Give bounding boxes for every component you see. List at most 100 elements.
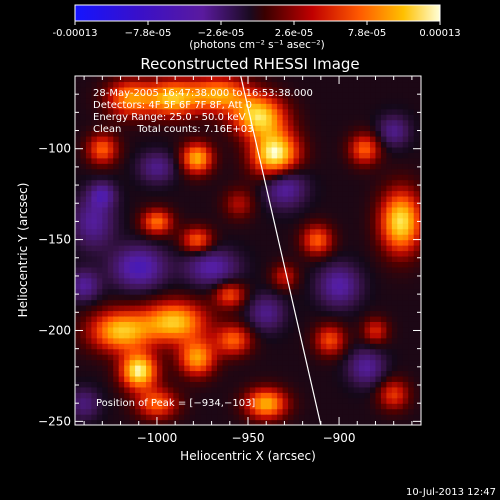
heatmap-cell [135, 239, 142, 246]
heatmap-cell [364, 174, 371, 181]
heatmap-cell [304, 130, 311, 137]
heatmap-cell [380, 294, 387, 301]
heatmap-cell [260, 392, 267, 399]
heatmap-cell [282, 392, 289, 399]
heatmap-cell [140, 305, 147, 312]
heatmap-cell [298, 76, 306, 83]
heatmap-cell [402, 408, 409, 415]
heatmap-cell [391, 299, 398, 306]
heatmap-cell [85, 343, 92, 350]
heatmap-cell [282, 403, 289, 410]
heatmap-cell [277, 305, 284, 312]
heatmap-cell [107, 255, 114, 263]
heatmap-cell [189, 365, 196, 372]
heatmap-cell [288, 108, 295, 115]
heatmap-cell [266, 348, 273, 355]
heatmap-cell [359, 370, 366, 377]
heatmap-cell [342, 294, 349, 301]
heatmap-cell [249, 288, 256, 295]
heatmap-cell [195, 283, 202, 290]
heatmap-cell [386, 272, 393, 279]
heatmap-cell [331, 365, 338, 372]
heatmap-cell [337, 272, 344, 279]
heatmap-cell [107, 288, 114, 295]
heatmap-cell [260, 294, 267, 301]
heatmap-cell [386, 92, 393, 99]
heatmap-cell [146, 114, 153, 121]
heatmap-cell [200, 261, 207, 268]
heatmap-cell [342, 408, 349, 415]
heatmap-cell [211, 76, 218, 83]
heatmap-cell [124, 97, 131, 104]
heatmap-cell [255, 365, 262, 372]
heatmap-cell [91, 277, 98, 284]
heatmap-cell [288, 103, 295, 110]
heatmap-cell [107, 141, 114, 148]
heatmap-cell [353, 294, 360, 301]
heatmap-cell [359, 228, 366, 235]
heatmap-cell [96, 305, 103, 312]
heatmap-cell [195, 125, 202, 132]
heatmap-cell [135, 337, 142, 344]
heatmap-cell [146, 185, 153, 192]
heatmap-cell [282, 299, 289, 306]
heatmap-cell [309, 223, 316, 230]
heatmap-cell [217, 381, 224, 388]
heatmap-cell [337, 201, 344, 208]
heatmap-cell [386, 141, 393, 148]
heatmap-cell [102, 119, 109, 126]
heatmap-cell [326, 103, 333, 110]
heatmap-cell [107, 174, 114, 181]
heatmap-cell [408, 315, 415, 322]
heatmap-cell [146, 108, 153, 115]
heatmap-cell [337, 185, 344, 192]
heatmap-cell [391, 365, 398, 372]
heatmap-cell [129, 125, 136, 132]
heatmap-cell [206, 97, 213, 104]
heatmap-cell [151, 206, 158, 213]
heatmap-cell [413, 108, 420, 115]
heatmap-cell [391, 343, 398, 350]
heatmap-cell [135, 348, 142, 355]
heatmap-cell [402, 206, 409, 213]
heatmap-cell [249, 397, 256, 404]
heatmap-cell [227, 266, 235, 273]
heatmap-cell [249, 321, 256, 328]
heatmap-cell [309, 321, 316, 328]
heatmap-cell [304, 239, 311, 246]
heatmap-cell [135, 141, 142, 148]
heatmap-cell [320, 414, 327, 421]
heatmap-cell [211, 326, 218, 333]
heatmap-cell [140, 348, 147, 355]
heatmap-cell [85, 228, 92, 235]
heatmap-cell [244, 114, 251, 121]
heatmap-cell [375, 343, 382, 350]
heatmap-cell [96, 223, 103, 230]
heatmap-cell [364, 201, 371, 208]
heatmap-cell [337, 326, 344, 333]
heatmap-cell [402, 130, 409, 137]
heatmap-cell [331, 179, 338, 186]
heatmap-cell [238, 294, 245, 301]
heatmap-cell [271, 163, 278, 170]
heatmap-cell [266, 310, 273, 317]
heatmap-cell [348, 326, 355, 333]
heatmap-cell [156, 119, 164, 126]
heatmap-cell [380, 76, 387, 83]
heatmap-cell [162, 135, 169, 143]
heatmap-cell [129, 190, 136, 197]
heatmap-cell [195, 310, 202, 317]
heatmap-cell [315, 294, 322, 301]
heatmap-cell [244, 228, 251, 235]
heatmap-cell [288, 359, 295, 366]
heatmap-cell [189, 135, 196, 143]
heatmap-cell [364, 294, 371, 301]
heatmap-cell [353, 392, 360, 399]
heatmap-cell [419, 397, 421, 404]
heatmap-cell [146, 343, 153, 350]
heatmap-cell [386, 255, 393, 263]
heatmap-cell [167, 419, 174, 425]
heatmap-cell [200, 217, 207, 224]
heatmap-cell [107, 228, 114, 235]
heatmap-cell [408, 223, 415, 230]
